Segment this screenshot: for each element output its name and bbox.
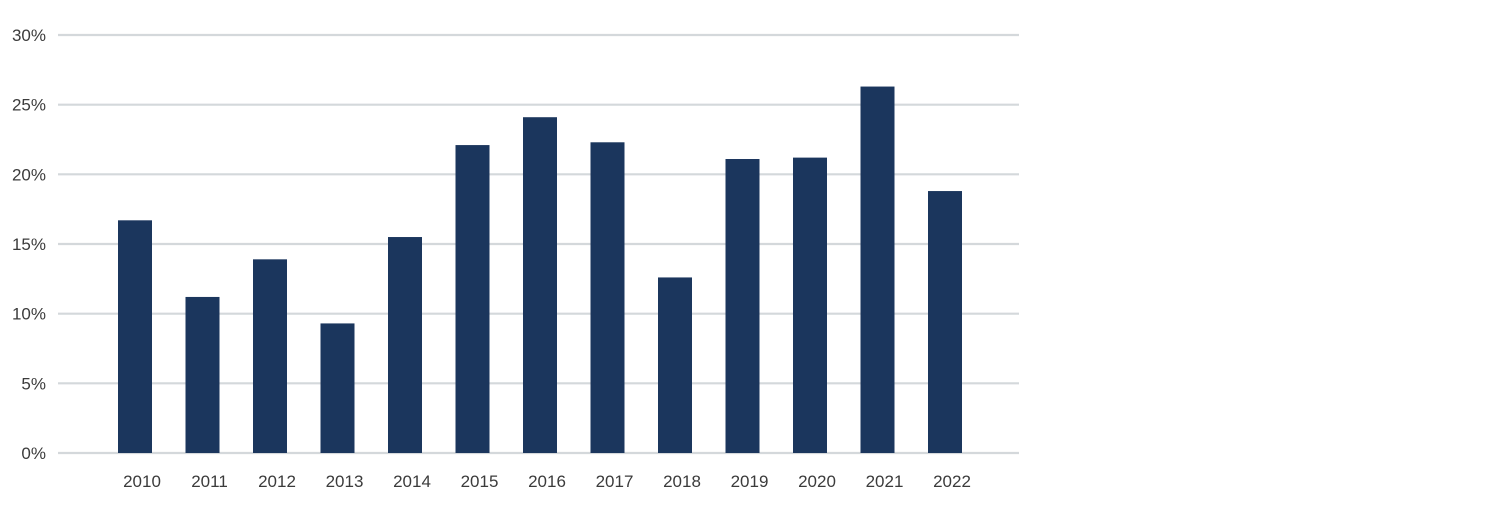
x-tick-label-2010: 2010: [123, 472, 161, 491]
y-axis-ticks: 0% 5% 10% 15% 20% 25% 30%: [12, 26, 46, 463]
y-tick-label: 10%: [12, 305, 46, 324]
x-tick-label-2020: 2020: [798, 472, 836, 491]
x-tick-label-2018: 2018: [663, 472, 701, 491]
bar-2014: [388, 237, 422, 453]
y-tick-label: 0%: [21, 444, 46, 463]
y-tick-label: 15%: [12, 235, 46, 254]
x-tick-label-2021: 2021: [866, 472, 904, 491]
bar-2013: [320, 323, 355, 453]
bar-2010: [118, 220, 152, 453]
x-tick-label-2011: 2011: [191, 472, 228, 491]
x-tick-label-2013: 2013: [326, 472, 364, 491]
bar-2017: [590, 142, 625, 453]
y-tick-label: 20%: [12, 165, 46, 184]
bar-2018: [658, 277, 692, 453]
y-tick-label: 5%: [21, 374, 46, 393]
bar-2012: [253, 259, 287, 453]
bars: [118, 86, 962, 454]
x-tick-label-2019: 2019: [731, 472, 769, 491]
x-tick-label-2017: 2017: [596, 472, 634, 491]
bar-2019: [725, 159, 760, 454]
bar-2020: [793, 157, 827, 453]
x-axis-ticks: 2010 2011 2012 2013 2014 2015 2016 2017 2018 2019…: [123, 472, 971, 491]
y-tick-label: 25%: [12, 96, 46, 115]
x-tick-label-2014: 2014: [393, 472, 431, 491]
bar-2016: [523, 117, 557, 453]
x-tick-label-2015: 2015: [461, 472, 499, 491]
x-tick-label-2016: 2016: [528, 472, 566, 491]
bar-2015: [455, 145, 490, 453]
bar-2021: [860, 86, 895, 453]
bar-2022: [928, 191, 962, 453]
x-tick-label-2022: 2022: [933, 472, 971, 491]
x-tick-label-2012: 2012: [258, 472, 296, 491]
y-tick-label: 30%: [12, 26, 46, 45]
bar-2011: [185, 296, 220, 453]
